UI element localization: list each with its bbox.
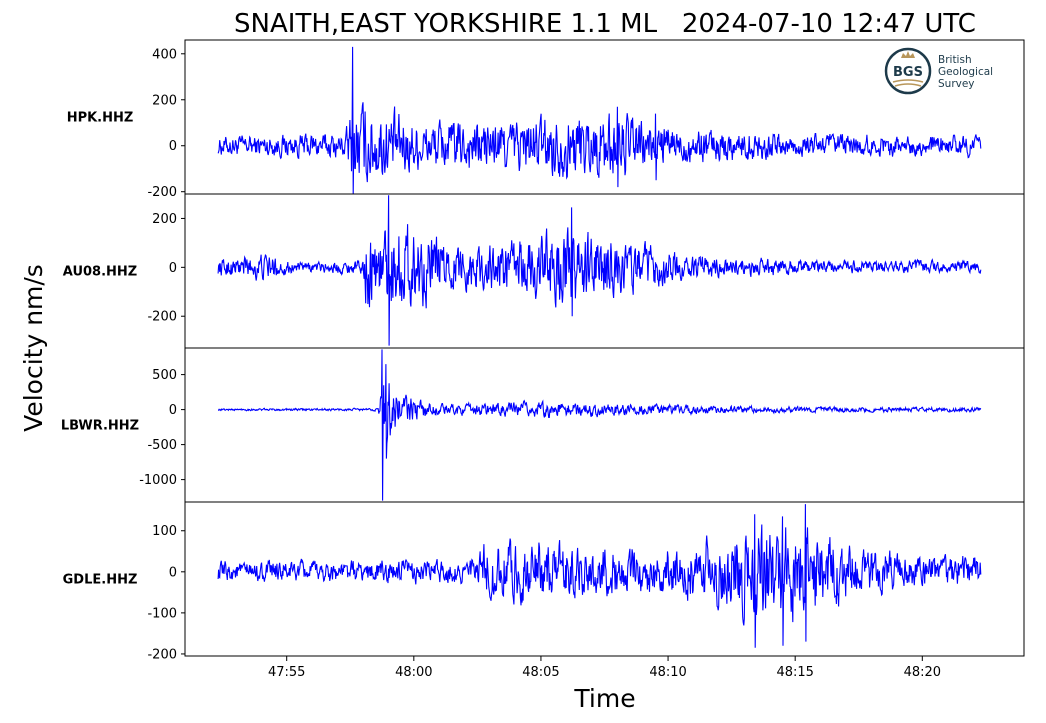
x-tick-label: 48:10 (649, 665, 686, 680)
y-tick-label: 0 (169, 565, 177, 580)
y-tick-label: 0 (169, 403, 177, 418)
y-axis-label: Velocity nm/s (19, 264, 48, 432)
y-tick-label: 0 (169, 139, 177, 154)
y-tick-label: 0 (169, 261, 177, 276)
panel-hpk-hhz: 400 200 0 -200 HPK.HHZ (67, 39, 1025, 200)
y-tick-label: 200 (152, 93, 177, 108)
y-tick-label: -1000 (139, 473, 177, 488)
y-tick-label: 500 (152, 368, 177, 383)
x-tick-label: 48:05 (522, 665, 559, 680)
waveform-gdle-hhz (217, 504, 982, 648)
logo-mark: BGS (893, 65, 923, 80)
logo-crown-icon (901, 51, 915, 58)
y-tick-label: 100 (152, 524, 177, 539)
panel-gdle-hhz: 100 0 -100 -200 GDLE.HHZ (63, 501, 1025, 662)
x-tick-label: 48:20 (904, 665, 941, 680)
x-axis-label: Time (573, 684, 635, 713)
x-tick-label: 47:55 (268, 665, 305, 680)
panel-frame (184, 501, 1025, 657)
x-tick-label: 48:00 (395, 665, 432, 680)
logo-line-2: Geological (938, 66, 993, 78)
y-tick-label: -200 (147, 185, 177, 200)
station-label: HPK.HHZ (67, 111, 134, 126)
station-label: GDLE.HHZ (63, 573, 138, 588)
logo-ring (884, 47, 932, 95)
chart-title: SNAITH,EAST YORKSHIRE 1.1 ML 2024-07-10 … (234, 9, 976, 39)
y-tick-label: -200 (147, 647, 177, 662)
panel-lbwr-hhz: 500 0 -500 -1000 LBWR.HHZ (61, 347, 1025, 503)
logo-fields-icon (892, 79, 924, 87)
y-tick-label: -100 (147, 606, 177, 621)
waveform-hpk-hhz (217, 46, 982, 195)
y-tick-label: -500 (147, 438, 177, 453)
waveform-au08-hhz (217, 195, 982, 346)
bgs-logo: BGS British Geological Survey (884, 47, 993, 95)
station-label: LBWR.HHZ (61, 419, 139, 434)
logo-line-1: British (938, 54, 972, 66)
panels-group: 400 200 0 -200 HPK.HHZ 200 0 -200 AU08.HHZ 500 0 -5… (61, 39, 1025, 662)
y-tick-label: 200 (152, 212, 177, 227)
x-tick-label: 48:15 (776, 665, 813, 680)
y-tick-label: -200 (147, 310, 177, 325)
x-axis: 47:55 48:00 48:05 48:10 48:15 48:20 (268, 656, 941, 680)
logo-line-3: Survey (938, 78, 975, 90)
panel-frame (184, 347, 1025, 503)
station-label: AU08.HHZ (63, 265, 137, 280)
waveform-lbwr-hhz (217, 349, 982, 501)
panel-au08-hhz: 200 0 -200 AU08.HHZ (63, 193, 1025, 349)
y-tick-label: 400 (152, 47, 177, 62)
